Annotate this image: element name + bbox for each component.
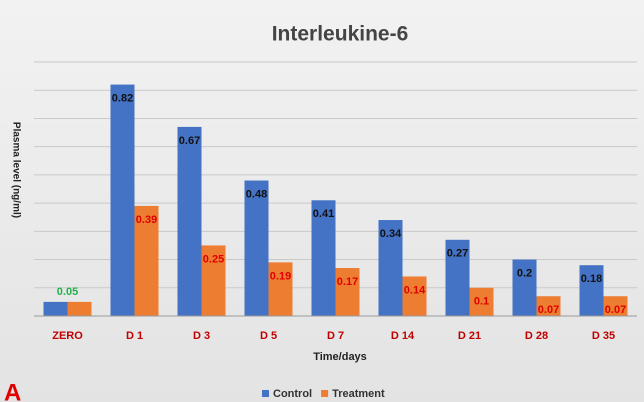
- x-tick-label: D 3: [193, 330, 210, 342]
- data-label: 0.14: [404, 284, 426, 296]
- bar: [603, 296, 628, 316]
- bar: [536, 296, 561, 316]
- data-label: 0.25: [203, 253, 224, 265]
- data-label: 0.19: [270, 270, 291, 282]
- x-tick-label: ZERO: [52, 330, 83, 342]
- data-label: 0.07: [605, 304, 626, 316]
- data-label: 0.18: [581, 273, 602, 285]
- bar: [335, 268, 360, 316]
- bar: [67, 301, 92, 316]
- legend-swatch: [321, 390, 329, 397]
- bar: [402, 276, 427, 316]
- x-tick-label: D 28: [525, 330, 548, 342]
- data-label: 0.2: [517, 267, 532, 279]
- bar: [268, 262, 293, 316]
- bar: [134, 205, 159, 316]
- data-label: 0.41: [313, 208, 334, 220]
- y-axis-label: Plasma level (ng/ml): [10, 122, 21, 218]
- data-label: 0.05: [57, 286, 78, 298]
- x-tick-label: D 1: [126, 330, 143, 342]
- data-label: 0.27: [447, 248, 468, 260]
- bar: [579, 265, 604, 316]
- data-label: 0.67: [179, 135, 200, 147]
- data-label: 0.82: [112, 92, 133, 104]
- x-tick-label: D 21: [458, 330, 481, 342]
- bar: [43, 301, 68, 316]
- data-label: 0.39: [136, 214, 157, 226]
- x-axis-label: Time/days: [313, 351, 367, 363]
- bar: [378, 220, 403, 316]
- legend-swatch: [262, 390, 269, 397]
- bar: [177, 126, 202, 317]
- chart-title: Interleukine-6: [272, 23, 409, 46]
- x-tick-label: D 5: [260, 330, 277, 342]
- data-label: 0.48: [246, 188, 267, 200]
- x-tick-label: D 14: [391, 330, 415, 342]
- bar: [512, 259, 537, 316]
- bar: [445, 239, 470, 316]
- x-tick-label: D 7: [327, 330, 344, 342]
- x-tick-label: D 35: [592, 330, 615, 342]
- bar: [469, 287, 494, 316]
- bar: [201, 245, 226, 316]
- bar: [244, 180, 269, 316]
- data-label: 0.07: [538, 304, 559, 316]
- bar: [110, 84, 135, 316]
- data-label: 0.34: [380, 228, 402, 240]
- panel-label: A: [4, 379, 21, 402]
- data-label: 0.17: [337, 276, 358, 288]
- data-label: 0.1: [474, 296, 489, 308]
- legend-label: Control: [273, 388, 312, 400]
- bar: [311, 200, 336, 316]
- legend-label: Treatment: [332, 388, 385, 400]
